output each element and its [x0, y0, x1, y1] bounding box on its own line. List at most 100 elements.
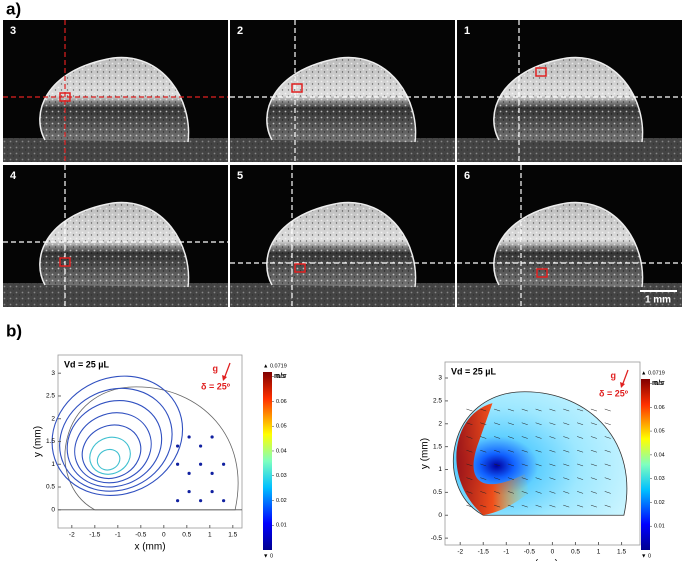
flow-arrow	[576, 477, 584, 480]
droplet-texture	[39, 202, 189, 287]
x-tick-label: -1	[503, 549, 509, 556]
tracer-marker	[59, 92, 71, 102]
flow-arrow	[604, 408, 611, 412]
image-grid: 3 2 1 4 5 6 1 mm	[3, 20, 682, 307]
flow-arrow	[521, 477, 528, 480]
flow-arrow	[535, 436, 542, 439]
droplet-edge	[266, 201, 417, 288]
image: 4	[3, 165, 228, 307]
flow-arrow	[210, 435, 214, 439]
gravity-label: g	[213, 363, 219, 373]
flow-arrow	[480, 491, 487, 494]
y-tick-label: -0.5	[431, 535, 443, 542]
x-tick-label: 1.5	[228, 532, 237, 539]
substrate-texture	[457, 138, 682, 162]
flow-arrow	[535, 504, 542, 508]
flow-arrow	[466, 436, 473, 439]
flow-arrow	[549, 491, 556, 494]
colorbar-unit: m/s	[652, 380, 664, 387]
x-axis-label: x (mm)	[527, 559, 558, 561]
flow-arrow	[176, 462, 180, 466]
droplet-texture	[266, 57, 416, 142]
gravity-label: g	[611, 370, 617, 380]
flow-arrow	[466, 422, 473, 425]
flow-arrow	[480, 504, 487, 508]
flow-arrow	[494, 477, 501, 480]
flow-arrow	[549, 504, 556, 508]
y-tick-label: 0	[51, 507, 55, 514]
droplet-edge	[266, 56, 417, 143]
substrate-texture	[230, 283, 455, 307]
colorbar-tick-label: 0.04	[276, 448, 287, 454]
image-label: 2	[237, 25, 243, 37]
flow-arrow	[563, 491, 570, 494]
flow-arrow	[535, 477, 542, 480]
flow-arrow	[176, 499, 180, 503]
flow-arrow	[549, 477, 556, 480]
x-tick-label: -2	[457, 549, 463, 556]
flow-arrow	[466, 449, 473, 453]
y-tick-label: 1.5	[433, 443, 442, 450]
image: 5	[230, 165, 455, 307]
y-tick-label: 0	[438, 512, 442, 519]
colorbar-min-label: ▼ 0	[641, 553, 651, 559]
colorbar-tick-label: 0.05	[276, 424, 287, 430]
flow-arrow	[535, 491, 542, 494]
flow-arrow	[604, 422, 611, 425]
droplet-texture	[493, 57, 643, 142]
flow-arrow	[604, 504, 611, 508]
colorbar-max-label: ▲ 0.0719	[641, 370, 665, 376]
tracer-marker	[291, 83, 303, 93]
flow-arrow	[466, 477, 473, 480]
flow-arrow	[590, 504, 597, 508]
flow-arrow	[494, 422, 501, 425]
x-tick-label: 1	[208, 532, 212, 539]
flow-arrow	[604, 449, 611, 453]
flow-arrow	[222, 499, 226, 503]
x-axis-label: x (mm)	[134, 542, 165, 553]
image-label: 4	[10, 170, 17, 182]
flow-arrow	[480, 463, 487, 467]
flow-arrow	[590, 491, 597, 494]
flow-arrow	[507, 449, 515, 453]
flow-arrow	[222, 462, 226, 466]
flow-arrow	[187, 471, 191, 475]
flow-arrow	[494, 436, 501, 439]
flow-arrow	[563, 422, 570, 425]
flow-arrow	[563, 477, 570, 480]
droplet-edge	[39, 201, 190, 288]
flow-arrow	[210, 489, 214, 494]
y-tick-label: 0.5	[46, 484, 55, 491]
flow-arrow	[576, 408, 584, 412]
x-tick-label: 1	[597, 549, 601, 556]
colorbar-tick-label: 0.07	[654, 381, 665, 387]
flow-arrow	[521, 504, 528, 508]
flow-arrow	[494, 408, 501, 412]
flow-arrow	[549, 463, 556, 467]
flow-arrow	[549, 436, 556, 439]
flow-arrow	[480, 436, 487, 439]
flow-arrow	[507, 477, 515, 480]
flow-arrow	[576, 491, 584, 494]
streamline	[59, 387, 173, 492]
image-label: 1	[464, 25, 470, 37]
flow-arrow	[549, 422, 556, 425]
flow-arrow	[507, 408, 515, 412]
colorbar-min-label: ▼ 0	[263, 553, 273, 559]
plot-frame	[57, 354, 243, 529]
flow-arrow	[535, 422, 542, 425]
flow-arrow	[535, 408, 542, 412]
substrate-texture	[3, 138, 228, 162]
colorbar-tick-label: 0.06	[276, 399, 287, 405]
flow-arrow	[563, 436, 570, 439]
flow-arrow	[604, 477, 611, 480]
angle-label: δ = 25º	[201, 381, 231, 391]
flow-arrow	[480, 422, 487, 425]
y-tick-label: 2	[438, 420, 442, 427]
flow-arrow	[466, 504, 473, 508]
colorbar-tick-label: 0.01	[276, 523, 287, 529]
volume-annotation: Vd = 25 µL	[451, 366, 496, 376]
gravity-arrow-head	[620, 382, 625, 388]
flow-arrow	[466, 408, 473, 412]
x-tick-label: -0.5	[135, 532, 147, 539]
